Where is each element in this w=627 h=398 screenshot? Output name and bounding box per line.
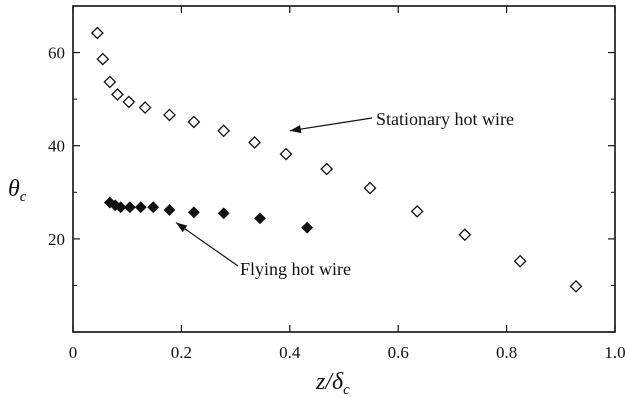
stationary-hot-wire-point — [103, 75, 117, 89]
stationary-hot-wire-point — [248, 136, 261, 149]
stationary-hot-wire-point — [138, 101, 152, 114]
annotations: Stationary hot wire Flying hot wire — [175, 109, 514, 279]
y-axis-label: θc — [8, 176, 27, 205]
flying-hot-wire-point — [147, 201, 160, 214]
y-tick-label: 40 — [48, 137, 65, 156]
annotation-arrow-line — [289, 117, 373, 132]
flying-hot-wire-point — [114, 201, 127, 214]
stationary-hot-wire-point — [96, 52, 110, 66]
stationary-hot-wire-point — [187, 115, 201, 129]
x-tick-label: 0.2 — [171, 343, 192, 362]
x-axis-label-main: z/δ — [315, 369, 344, 395]
x-tick-label: 1.0 — [604, 343, 625, 362]
stationary-hot-wire-point — [410, 204, 424, 218]
axis-ticks — [72, 6, 616, 333]
y-axis-label-main: θ — [8, 176, 20, 202]
stationary-hot-wire-point — [513, 254, 527, 268]
annotation-label: Stationary hot wire — [376, 109, 514, 129]
annotation-label: Flying hot wire — [240, 259, 351, 279]
x-axis-label: z/δc — [315, 369, 350, 398]
flying-hot-wire-point — [123, 201, 136, 214]
flying-hot-wire-point — [217, 207, 230, 220]
flying-hot-wire-point — [134, 201, 147, 214]
flying-hot-wire-point — [254, 212, 266, 225]
x-tick-label: 0 — [69, 343, 78, 362]
data-markers — [90, 26, 583, 293]
stationary-hot-wire-point — [111, 88, 124, 101]
x-tick-label: 0.6 — [388, 343, 409, 362]
y-tick-label: 60 — [48, 44, 65, 63]
x-tick-label: 0.4 — [279, 343, 301, 362]
x-tick-label: 0.8 — [496, 343, 517, 362]
annotation-arrowhead — [289, 125, 302, 134]
flying-hot-wire-point — [301, 221, 314, 234]
y-axis-label-sub: c — [20, 189, 27, 205]
plot-frame — [72, 5, 616, 333]
annotation-arrow-line — [175, 222, 239, 267]
flying-hot-wire-point — [163, 204, 176, 216]
stationary-hot-wire-point — [320, 162, 334, 176]
x-axis-label-sub: c — [343, 382, 350, 398]
stationary-hot-wire-point — [122, 95, 136, 109]
stationary-hot-wire-point — [458, 228, 472, 242]
annotation-arrowhead — [175, 222, 188, 233]
stationary-hot-wire-point — [217, 124, 231, 138]
flying-hot-wire-point — [187, 206, 200, 219]
stationary-hot-wire-point — [363, 181, 377, 195]
stationary-hot-wire-point — [279, 147, 293, 161]
axis-tick-labels: 0 0.2 0.4 0.6 0.8 1.0 20 40 60 — [48, 44, 626, 362]
stationary-hot-wire-point — [569, 279, 583, 293]
y-tick-label: 20 — [48, 230, 65, 249]
stationary-hot-wire-point — [163, 108, 176, 122]
stationary-hot-wire-point — [90, 26, 104, 40]
